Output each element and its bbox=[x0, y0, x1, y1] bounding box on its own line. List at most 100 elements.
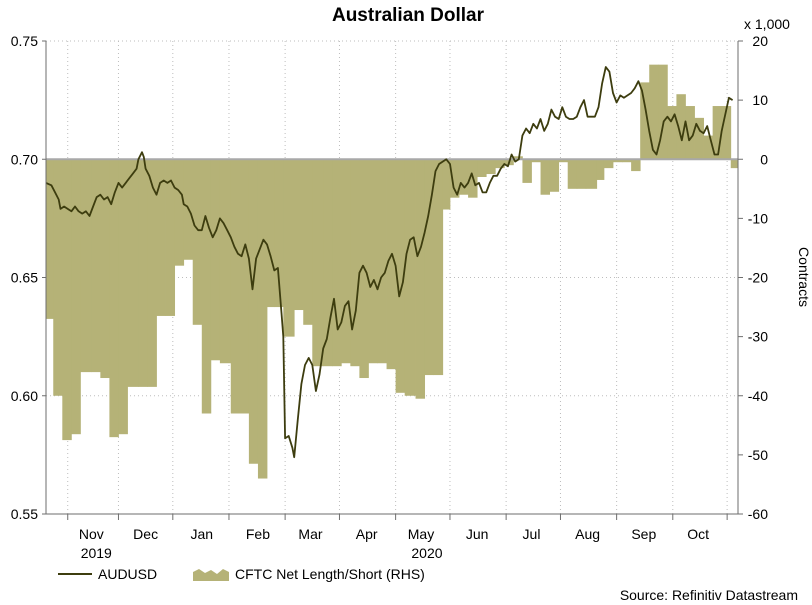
lhs-tick-label: 0.55 bbox=[11, 506, 38, 522]
cftc-bar bbox=[649, 64, 659, 160]
cftc-bar bbox=[721, 106, 732, 160]
cftc-bar bbox=[433, 159, 444, 376]
cftc-bar bbox=[274, 159, 284, 308]
cftc-bar bbox=[201, 159, 212, 414]
cftc-bar bbox=[377, 159, 387, 364]
cftc-bar bbox=[424, 159, 435, 376]
legend-label-audusd: AUDUSD bbox=[98, 566, 158, 582]
audusd-line-series bbox=[45, 66, 734, 459]
x-tick-label: Jun bbox=[466, 526, 489, 542]
rhs-tick-label: -30 bbox=[748, 329, 768, 345]
cftc-bar bbox=[80, 159, 92, 373]
cftc-bar bbox=[576, 159, 587, 189]
cftc-bar bbox=[118, 159, 128, 435]
cftc-bar bbox=[459, 159, 469, 195]
lhs-tick-label: 0.65 bbox=[11, 270, 38, 286]
cftc-bar bbox=[219, 159, 232, 364]
x-tick-label: Jul bbox=[523, 526, 541, 542]
x-tick-label: Jan bbox=[191, 526, 214, 542]
year-labels: 2019 2020 bbox=[81, 545, 443, 561]
cftc-bar bbox=[294, 159, 304, 311]
legend-item-cftc: CFTC Net Length/Short (RHS) bbox=[193, 566, 425, 582]
cftc-bar bbox=[540, 159, 551, 195]
lhs-tick-label: 0.75 bbox=[11, 33, 38, 49]
cftc-bar bbox=[694, 117, 704, 160]
cftc-bar bbox=[350, 159, 360, 367]
cftc-bar bbox=[210, 159, 221, 361]
rhs-unit-label: x 1,000 bbox=[744, 16, 790, 32]
rhs-tick-labels: 20 10 0 -10 -20 -30 -40 -50 -60 bbox=[748, 33, 768, 522]
rhs-tick-label: -40 bbox=[748, 388, 768, 404]
cftc-bar bbox=[109, 159, 119, 438]
x-tick-label: Aug bbox=[575, 526, 600, 542]
cftc-bar bbox=[495, 159, 505, 169]
x-tick-label: Apr bbox=[356, 526, 378, 542]
cftc-bar bbox=[640, 82, 650, 160]
cftc-bar bbox=[91, 159, 101, 373]
cftc-bar bbox=[486, 159, 496, 175]
x-tick-label: Mar bbox=[298, 526, 322, 542]
rhs-tick-label: -10 bbox=[748, 210, 768, 226]
year-label: 2020 bbox=[411, 545, 442, 561]
legend-item-audusd: AUDUSD bbox=[58, 566, 157, 582]
rhs-tick-label: -50 bbox=[748, 447, 768, 463]
rhs-tick-label: 20 bbox=[752, 33, 768, 49]
chart-title: Australian Dollar bbox=[332, 5, 485, 26]
cftc-bar bbox=[531, 159, 541, 163]
x-tick-label: Oct bbox=[687, 526, 709, 542]
lhs-tick-labels: 0.55 0.60 0.65 0.70 0.75 bbox=[11, 33, 38, 522]
cftc-bar bbox=[415, 159, 426, 399]
cftc-bar bbox=[685, 106, 695, 160]
source-note: Source: Refinitiv Datastream bbox=[619, 587, 798, 603]
cftc-bar bbox=[283, 159, 295, 337]
cftc-bar bbox=[549, 159, 560, 192]
cftc-bar bbox=[585, 159, 598, 189]
cftc-bar bbox=[658, 64, 668, 160]
cftc-bar bbox=[395, 159, 406, 393]
cftc-bar bbox=[53, 159, 63, 396]
cftc-bar bbox=[603, 159, 614, 169]
cftc-bar bbox=[62, 159, 72, 441]
rhs-tick-label: 0 bbox=[760, 151, 768, 167]
rhs-axis-label: Contracts bbox=[796, 247, 812, 307]
cftc-bar bbox=[368, 159, 378, 364]
cftc-bar bbox=[449, 159, 460, 198]
x-tick-labels: Nov Dec Jan Feb Mar Apr May Jun Jul Aug Sep Oct bbox=[79, 526, 709, 542]
cftc-bar bbox=[477, 159, 487, 177]
cftc-bar bbox=[667, 106, 677, 160]
cftc-bar bbox=[323, 159, 333, 367]
cftc-bar bbox=[192, 159, 203, 325]
cftc-bar bbox=[386, 159, 397, 370]
x-tick-label: Sep bbox=[631, 526, 656, 542]
cftc-bar bbox=[712, 106, 723, 160]
cftc-bar bbox=[332, 159, 342, 367]
cftc-bar bbox=[558, 159, 569, 163]
lhs-tick-label: 0.70 bbox=[11, 151, 38, 167]
cftc-bar bbox=[513, 156, 523, 160]
rhs-tick-label: 10 bbox=[752, 92, 768, 108]
cftc-bar bbox=[703, 135, 714, 160]
cftc-bar bbox=[230, 159, 241, 414]
cftc-bar bbox=[138, 159, 148, 387]
cftc-bar bbox=[100, 159, 110, 379]
cftc-bar bbox=[248, 159, 259, 464]
cftc-bar bbox=[127, 159, 139, 387]
cftc-bar bbox=[596, 159, 605, 180]
cftc-bar bbox=[404, 159, 416, 396]
cftc-bar bbox=[730, 159, 739, 169]
year-label: 2019 bbox=[81, 545, 112, 561]
cftc-bar bbox=[257, 159, 268, 479]
cftc-bar bbox=[165, 159, 176, 316]
cftc-bar bbox=[303, 159, 313, 325]
x-tick-label: Feb bbox=[246, 526, 270, 542]
legend-area-swatch bbox=[193, 569, 229, 581]
cftc-bar bbox=[239, 159, 250, 414]
cftc-bar bbox=[71, 159, 81, 435]
cftc-area-series bbox=[46, 64, 739, 479]
legend-label-cftc: CFTC Net Length/Short (RHS) bbox=[235, 566, 425, 582]
cftc-bar bbox=[676, 94, 686, 160]
cftc-bar bbox=[147, 159, 157, 387]
audusd-line bbox=[45, 66, 734, 459]
cftc-bar bbox=[613, 159, 623, 163]
